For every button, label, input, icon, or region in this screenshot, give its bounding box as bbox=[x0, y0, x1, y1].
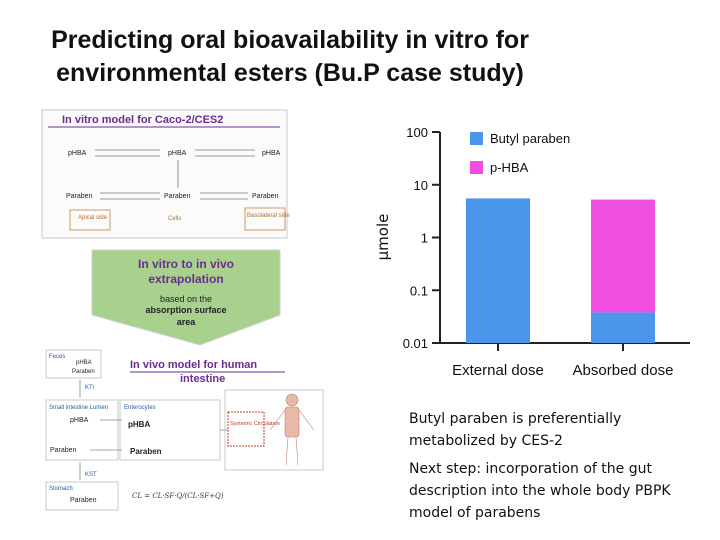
x-tick-labels: External dose Absorbed dose bbox=[452, 343, 673, 379]
note-metabolism: Butyl paraben is preferentially metaboli… bbox=[409, 408, 709, 452]
slide-title: Predicting oral bioavailability in vitro… bbox=[0, 24, 580, 90]
stomach-box bbox=[45, 481, 119, 511]
note-2-line-1: Next step: incorporation of the gut bbox=[409, 461, 652, 477]
note-1-line-1: Butyl paraben is preferentially bbox=[409, 411, 622, 427]
feces-label: Feces bbox=[49, 354, 65, 360]
scaling-equation: CL = CL·SF·Q/(CL·SF+Q) bbox=[132, 492, 224, 500]
body-box bbox=[224, 389, 324, 471]
kst-label: KST bbox=[85, 472, 97, 478]
enterocytes-phba: pHBA bbox=[128, 420, 150, 429]
feces-phba: pHBA bbox=[76, 360, 92, 366]
paraben-baso-label: Paraben bbox=[252, 193, 279, 200]
cells-label: Cells bbox=[168, 216, 181, 222]
ivive-arrow bbox=[91, 249, 281, 346]
in-vivo-title-2: intestine bbox=[180, 373, 225, 385]
apical-box bbox=[69, 209, 111, 231]
stomach-paraben: Paraben bbox=[70, 497, 97, 504]
lumen-label: Small intestine Lumen bbox=[49, 405, 108, 411]
stomach-label: Stomach bbox=[49, 486, 73, 492]
y-tick-label: 0.01 bbox=[403, 336, 428, 351]
enterocytes-label: Enterocytes bbox=[124, 405, 156, 411]
feces-box bbox=[45, 349, 102, 379]
paraben-apical-label: Paraben bbox=[66, 193, 93, 200]
legend: Butyl paraben p-HBA bbox=[470, 131, 570, 175]
y-tick-label: 10 bbox=[414, 178, 428, 193]
baso-box bbox=[244, 207, 286, 231]
ktr-label: KTr bbox=[85, 385, 94, 391]
systemic-label: Systemic Circulation bbox=[230, 421, 280, 427]
paraben-cells-label: Paraben bbox=[164, 193, 191, 200]
x-tick-label: Absorbed dose bbox=[573, 362, 674, 379]
apical-label: Apical side bbox=[78, 215, 108, 221]
human-figure-icon bbox=[269, 393, 315, 466]
legend-swatch bbox=[470, 161, 483, 174]
in-vitro-panel bbox=[41, 109, 288, 239]
phba-baso-label: pHBA bbox=[262, 150, 281, 157]
ivive-line-4: absorption surface bbox=[145, 305, 226, 315]
basolateral-label: Basolateral side bbox=[247, 213, 290, 219]
y-tick-label: 1 bbox=[421, 231, 428, 246]
legend-label: Butyl paraben bbox=[490, 131, 570, 146]
lumen-paraben: Paraben bbox=[50, 447, 77, 454]
legend-swatch bbox=[470, 132, 483, 145]
note-2-line-2: description into the whole body PBPK bbox=[409, 483, 671, 499]
y-tick-label: 0.1 bbox=[410, 283, 428, 298]
systemic-box bbox=[227, 411, 265, 447]
bars bbox=[466, 198, 655, 343]
bar-0-0 bbox=[466, 198, 530, 343]
note-2-line-3: model of parabens bbox=[409, 505, 541, 521]
bar-1-0 bbox=[591, 312, 655, 343]
enterocytes-paraben: Paraben bbox=[130, 447, 162, 456]
y-tick-label: 100 bbox=[406, 125, 428, 140]
enterocytes-box bbox=[119, 399, 221, 461]
in-vitro-title: In vitro model for Caco-2/CES2 bbox=[62, 114, 223, 126]
title-line-1: Predicting oral bioavailability in vitro… bbox=[51, 26, 529, 54]
feces-paraben: Paraben bbox=[72, 369, 95, 375]
lumen-box bbox=[45, 399, 119, 461]
note-next-step: Next step: incorporation of the gut desc… bbox=[409, 458, 709, 524]
in-vivo-title-1: In vivo model for human bbox=[130, 359, 257, 371]
transport-arrows bbox=[95, 149, 255, 200]
ivive-line-3: based on the bbox=[160, 294, 212, 304]
legend-label: p-HBA bbox=[490, 160, 529, 175]
lumen-phba: pHBA bbox=[70, 417, 89, 424]
title-line-2: environmental esters (Bu.P case study) bbox=[56, 59, 524, 87]
note-1-line-2: metabolized by CES-2 bbox=[409, 433, 563, 449]
ivive-line-2: extrapolation bbox=[148, 272, 223, 286]
y-ticks: 0.01 0.1 1 10 100 bbox=[403, 125, 440, 351]
ivive-line-1: In vitro to in vivo bbox=[138, 257, 234, 271]
bar-1-1 bbox=[591, 199, 655, 313]
ivive-line-5: area bbox=[177, 317, 197, 327]
model-diagram: In vitro model for Caco-2/CES2 pHBA pHBA… bbox=[41, 109, 324, 511]
phba-cells-label: pHBA bbox=[168, 150, 187, 157]
phba-apical-label: pHBA bbox=[68, 150, 87, 157]
flow-arrows bbox=[79, 380, 228, 480]
y-axis-label: µmole bbox=[374, 214, 392, 261]
x-tick-label: External dose bbox=[452, 362, 544, 379]
bar-chart: µmole 0.01 0.1 1 10 100 External dose Absorbe… bbox=[374, 125, 690, 379]
